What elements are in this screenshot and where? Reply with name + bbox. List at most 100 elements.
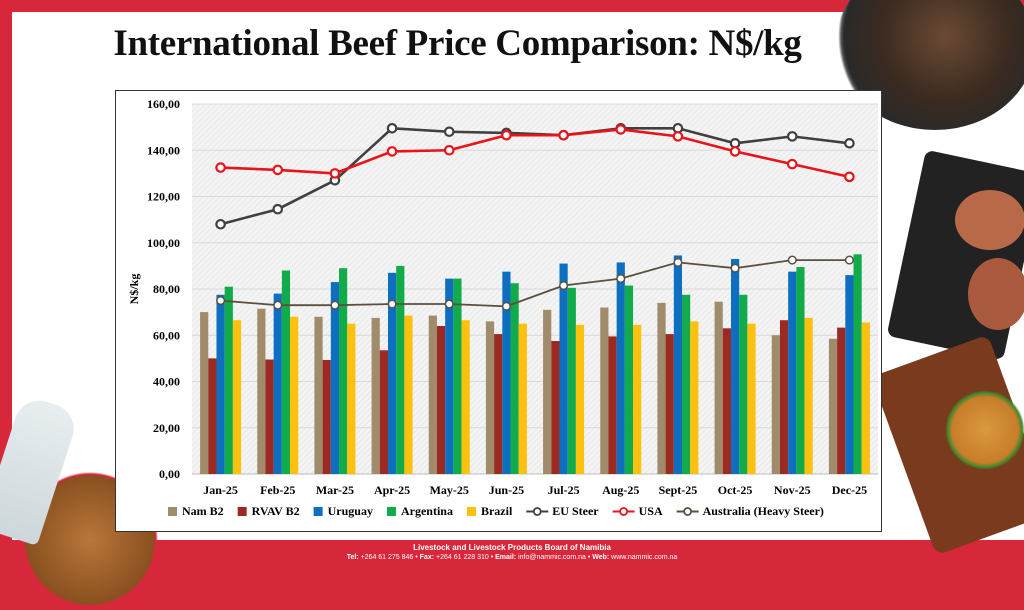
point-usa bbox=[501, 129, 512, 141]
point-australia-heavy-steer bbox=[559, 280, 569, 291]
point-australia-heavy-steer bbox=[844, 255, 854, 265]
bar-rvav-b2 bbox=[551, 341, 560, 474]
bar-nam-b2 bbox=[428, 315, 437, 474]
fax-label: Fax: bbox=[419, 554, 435, 561]
web-label: Web: bbox=[592, 554, 610, 561]
point-usa bbox=[329, 168, 341, 179]
bar-brazil bbox=[747, 323, 756, 474]
bar-argentina bbox=[339, 268, 348, 474]
bar-brazil bbox=[404, 315, 413, 474]
bar-nam-b2 bbox=[600, 307, 609, 474]
legend-swatch-nam-b2 bbox=[168, 507, 177, 516]
bar-brazil bbox=[232, 320, 242, 474]
point-australia-heavy-steer bbox=[330, 300, 340, 310]
bar-rvav-b2 bbox=[208, 358, 217, 474]
point-usa bbox=[386, 146, 398, 157]
bar-rvav-b2 bbox=[265, 359, 274, 474]
point-usa bbox=[844, 171, 855, 183]
email-label: Email: bbox=[495, 554, 517, 561]
y-tick-label: 60,00 bbox=[153, 328, 180, 342]
x-tick-label: Aug-25 bbox=[602, 483, 639, 497]
bar-uruguay bbox=[673, 255, 683, 474]
bar-argentina bbox=[224, 286, 233, 474]
web-link[interactable]: www.nammic.com.na bbox=[611, 554, 678, 561]
food-image-burger bbox=[945, 385, 1024, 475]
bar-argentina bbox=[796, 267, 805, 474]
legend-label-nam-b2: Nam B2 bbox=[182, 504, 224, 518]
bar-brazil bbox=[575, 324, 585, 474]
legend-label-eu-steer: EU Steer bbox=[552, 504, 599, 518]
bar-uruguay bbox=[330, 282, 340, 474]
legend-swatch-uruguay bbox=[313, 507, 323, 516]
point-eu-steer bbox=[786, 131, 798, 142]
legend-marker-usa bbox=[619, 507, 629, 516]
bar-rvav-b2 bbox=[722, 328, 731, 474]
bar-rvav-b2 bbox=[379, 350, 388, 474]
bar-brazil bbox=[290, 316, 299, 474]
y-tick-label: 80,00 bbox=[153, 282, 180, 296]
x-tick-label: Jun-25 bbox=[489, 483, 524, 497]
point-australia-heavy-steer bbox=[216, 296, 226, 306]
bar-nam-b2 bbox=[200, 312, 209, 474]
bar-uruguay bbox=[730, 258, 740, 474]
bar-uruguay bbox=[616, 262, 625, 474]
bar-rvav-b2 bbox=[494, 334, 503, 474]
point-australia-heavy-steer bbox=[787, 255, 797, 265]
bar-uruguay bbox=[273, 293, 282, 474]
x-tick-label: Jan-25 bbox=[203, 483, 238, 497]
bar-uruguay bbox=[216, 294, 225, 474]
x-tick-label: Feb-25 bbox=[260, 483, 295, 497]
bar-uruguay bbox=[502, 271, 511, 474]
email-link[interactable]: info@nammic.com.na bbox=[518, 554, 586, 561]
y-tick-label: 0,00 bbox=[159, 467, 180, 481]
point-eu-steer bbox=[844, 138, 855, 149]
bar-argentina bbox=[567, 287, 576, 474]
point-usa bbox=[443, 144, 455, 156]
bar-nam-b2 bbox=[314, 316, 323, 474]
point-usa bbox=[272, 164, 284, 176]
point-usa bbox=[215, 162, 226, 173]
footer-org: Livestock and Livestock Products Board o… bbox=[413, 543, 611, 552]
bar-brazil bbox=[690, 321, 699, 474]
y-tick-label: 20,00 bbox=[153, 421, 180, 435]
x-tick-label: Dec-25 bbox=[832, 483, 867, 497]
legend-label-argentina: Argentina bbox=[401, 504, 453, 518]
point-eu-steer bbox=[272, 203, 284, 215]
bar-argentina bbox=[624, 285, 634, 474]
y-tick-label: 140,00 bbox=[147, 143, 180, 157]
bar-nam-b2 bbox=[714, 301, 723, 474]
bar-uruguay bbox=[559, 263, 568, 474]
bar-rvav-b2 bbox=[837, 327, 846, 474]
bar-uruguay bbox=[845, 275, 854, 474]
bar-nam-b2 bbox=[828, 338, 838, 474]
bar-argentina bbox=[281, 270, 291, 474]
bar-argentina bbox=[682, 294, 691, 474]
y-tick-label: 120,00 bbox=[147, 190, 180, 204]
legend-label-rvav-b2: RVAV B2 bbox=[252, 504, 300, 518]
bar-nam-b2 bbox=[485, 321, 495, 474]
bar-argentina bbox=[396, 265, 405, 474]
bar-uruguay bbox=[445, 278, 454, 474]
point-usa bbox=[729, 146, 741, 157]
y-axis-label: N$/kg bbox=[127, 274, 141, 305]
bar-uruguay bbox=[788, 271, 797, 474]
bar-rvav-b2 bbox=[322, 359, 331, 474]
tel: +264 61 275 846 bbox=[360, 554, 414, 561]
legend-label-uruguay: Uruguay bbox=[328, 504, 373, 518]
bar-rvav-b2 bbox=[779, 320, 789, 474]
chart-container: 0,00 20,00 40,00 60,00 80,00 100,00 120,00 140,… bbox=[115, 90, 882, 532]
x-tick-label: Sept-25 bbox=[659, 483, 698, 497]
x-tick-label: Apr-25 bbox=[374, 483, 410, 497]
point-eu-steer bbox=[386, 122, 398, 134]
point-usa bbox=[672, 131, 684, 142]
legend-label-usa: USA bbox=[639, 504, 663, 518]
line-australia-heavy-steer bbox=[220, 259, 850, 308]
bar-argentina bbox=[853, 254, 862, 474]
x-tick-label: Oct-25 bbox=[718, 483, 753, 497]
footer: Livestock and Livestock Products Board o… bbox=[0, 543, 1024, 561]
bar-rvav-b2 bbox=[665, 334, 674, 474]
x-tick-label: Nov-25 bbox=[774, 483, 811, 497]
point-usa bbox=[615, 124, 627, 135]
bar-rvav-b2 bbox=[436, 326, 446, 474]
footer-contacts: Tel: +264 61 275 846 • Fax: +264 61 228 … bbox=[346, 554, 678, 561]
